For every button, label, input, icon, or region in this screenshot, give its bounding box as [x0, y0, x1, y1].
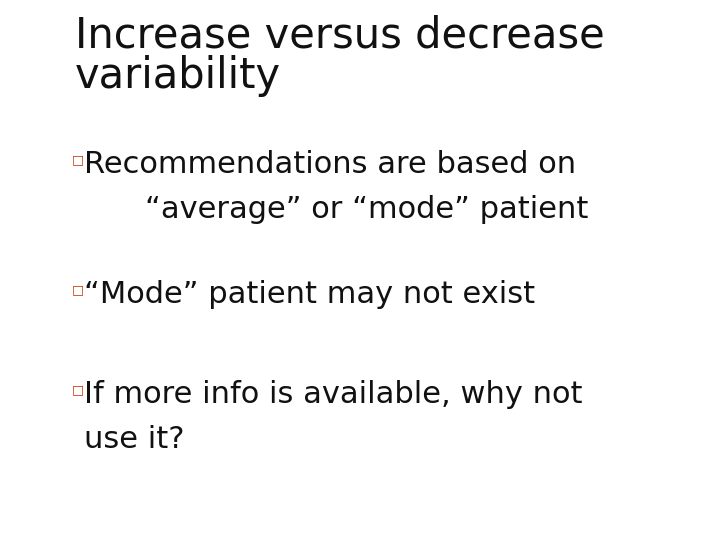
- Text: variability: variability: [75, 55, 281, 97]
- Text: □: □: [72, 383, 84, 396]
- Text: “Mode” patient may not exist: “Mode” patient may not exist: [84, 280, 535, 309]
- Text: use it?: use it?: [84, 425, 184, 454]
- Text: If more info is available, why not: If more info is available, why not: [84, 380, 582, 409]
- Text: □: □: [72, 283, 84, 296]
- Text: “average” or “mode” patient: “average” or “mode” patient: [145, 195, 588, 224]
- Text: Recommendations are based on: Recommendations are based on: [84, 150, 576, 179]
- Text: Increase versus decrease: Increase versus decrease: [75, 15, 605, 57]
- Text: □: □: [72, 153, 84, 166]
